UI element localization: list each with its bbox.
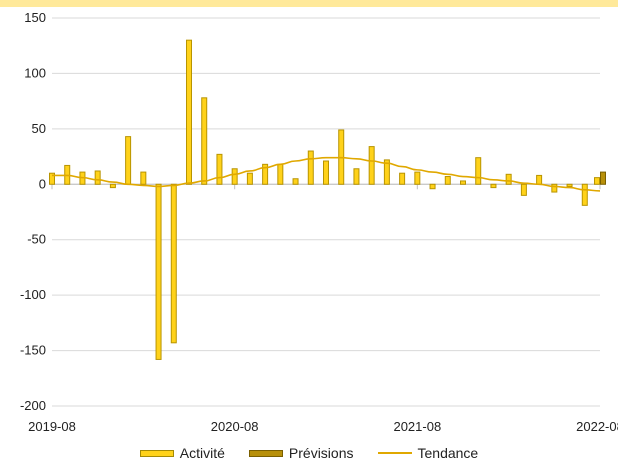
activity-bar: [429, 183, 436, 190]
x-tick-label: 2022-08: [576, 419, 618, 434]
activity-bar: [109, 183, 116, 189]
activity-bar: [262, 163, 269, 185]
activity-bar: [581, 183, 588, 206]
activity-bar: [551, 183, 558, 193]
activity-bar: [170, 183, 177, 344]
legend: Activité Prévisions Tendance: [0, 443, 618, 463]
activity-bar: [125, 136, 132, 185]
y-tick-label: 100: [24, 65, 46, 80]
y-tick-label: 150: [24, 10, 46, 25]
forecast-bar: [600, 171, 606, 185]
activity-bar: [201, 97, 208, 185]
legend-swatch-tendance: [377, 452, 412, 454]
activity-bar: [594, 177, 600, 185]
activity-bar: [368, 146, 375, 185]
activity-bar: [307, 150, 314, 185]
activity-bar: [536, 174, 543, 185]
legend-label-tendance: Tendance: [417, 445, 479, 461]
activity-bar: [292, 178, 299, 185]
legend-item-activite: Activité: [139, 445, 225, 461]
activity-bar: [277, 163, 284, 185]
activity-bar: [566, 183, 573, 188]
legend-label-activite: Activité: [179, 445, 225, 461]
legend-swatch-activite: [139, 449, 174, 457]
activity-bar: [246, 172, 253, 185]
activity-bar: [140, 171, 147, 185]
activity-bar: [155, 183, 162, 360]
activity-bar: [94, 170, 101, 185]
activity-bar: [490, 183, 497, 189]
activity-bar: [475, 157, 482, 185]
activity-bar: [383, 159, 390, 185]
activity-bar: [216, 153, 223, 185]
y-tick-label: -200: [20, 398, 46, 413]
activity-bar: [520, 183, 527, 196]
x-tick-label: 2019-08: [28, 419, 76, 434]
legend-label-previsions: Prévisions: [288, 445, 354, 461]
y-tick-label: 50: [32, 121, 46, 136]
y-tick-label: -150: [20, 343, 46, 358]
y-tick-label: -100: [20, 287, 46, 302]
legend-item-tendance: Tendance: [377, 445, 479, 461]
y-tick-label: -50: [27, 232, 46, 247]
y-tick-label: 0: [39, 176, 46, 191]
trend-line: [52, 156, 601, 192]
x-tick-label: 2021-08: [393, 419, 441, 434]
bars: [49, 39, 606, 360]
legend-swatch-previsions: [248, 449, 283, 457]
activity-bar: [414, 171, 421, 185]
activity-bar: [444, 176, 451, 185]
activity-bar: [353, 168, 360, 185]
activity-bar: [460, 180, 466, 185]
top-band: [0, 0, 618, 7]
activity-bar: [231, 168, 238, 185]
activity-bar: [505, 173, 512, 185]
x-axis-ticks: 2019-08 2020-08 2021-08 2022-08: [28, 183, 618, 434]
x-tick-label: 2020-08: [211, 419, 259, 434]
grid-lines: [52, 17, 600, 407]
activity-bar: [399, 172, 406, 185]
legend-item-previsions: Prévisions: [248, 445, 354, 461]
activity-bar: [49, 172, 55, 185]
y-axis-ticks: 150 100 50 0 -50 -100 -150 -200: [20, 10, 46, 413]
activity-bar: [186, 39, 192, 185]
activity-bar: [323, 160, 329, 185]
trend-line-layer: [52, 156, 601, 192]
